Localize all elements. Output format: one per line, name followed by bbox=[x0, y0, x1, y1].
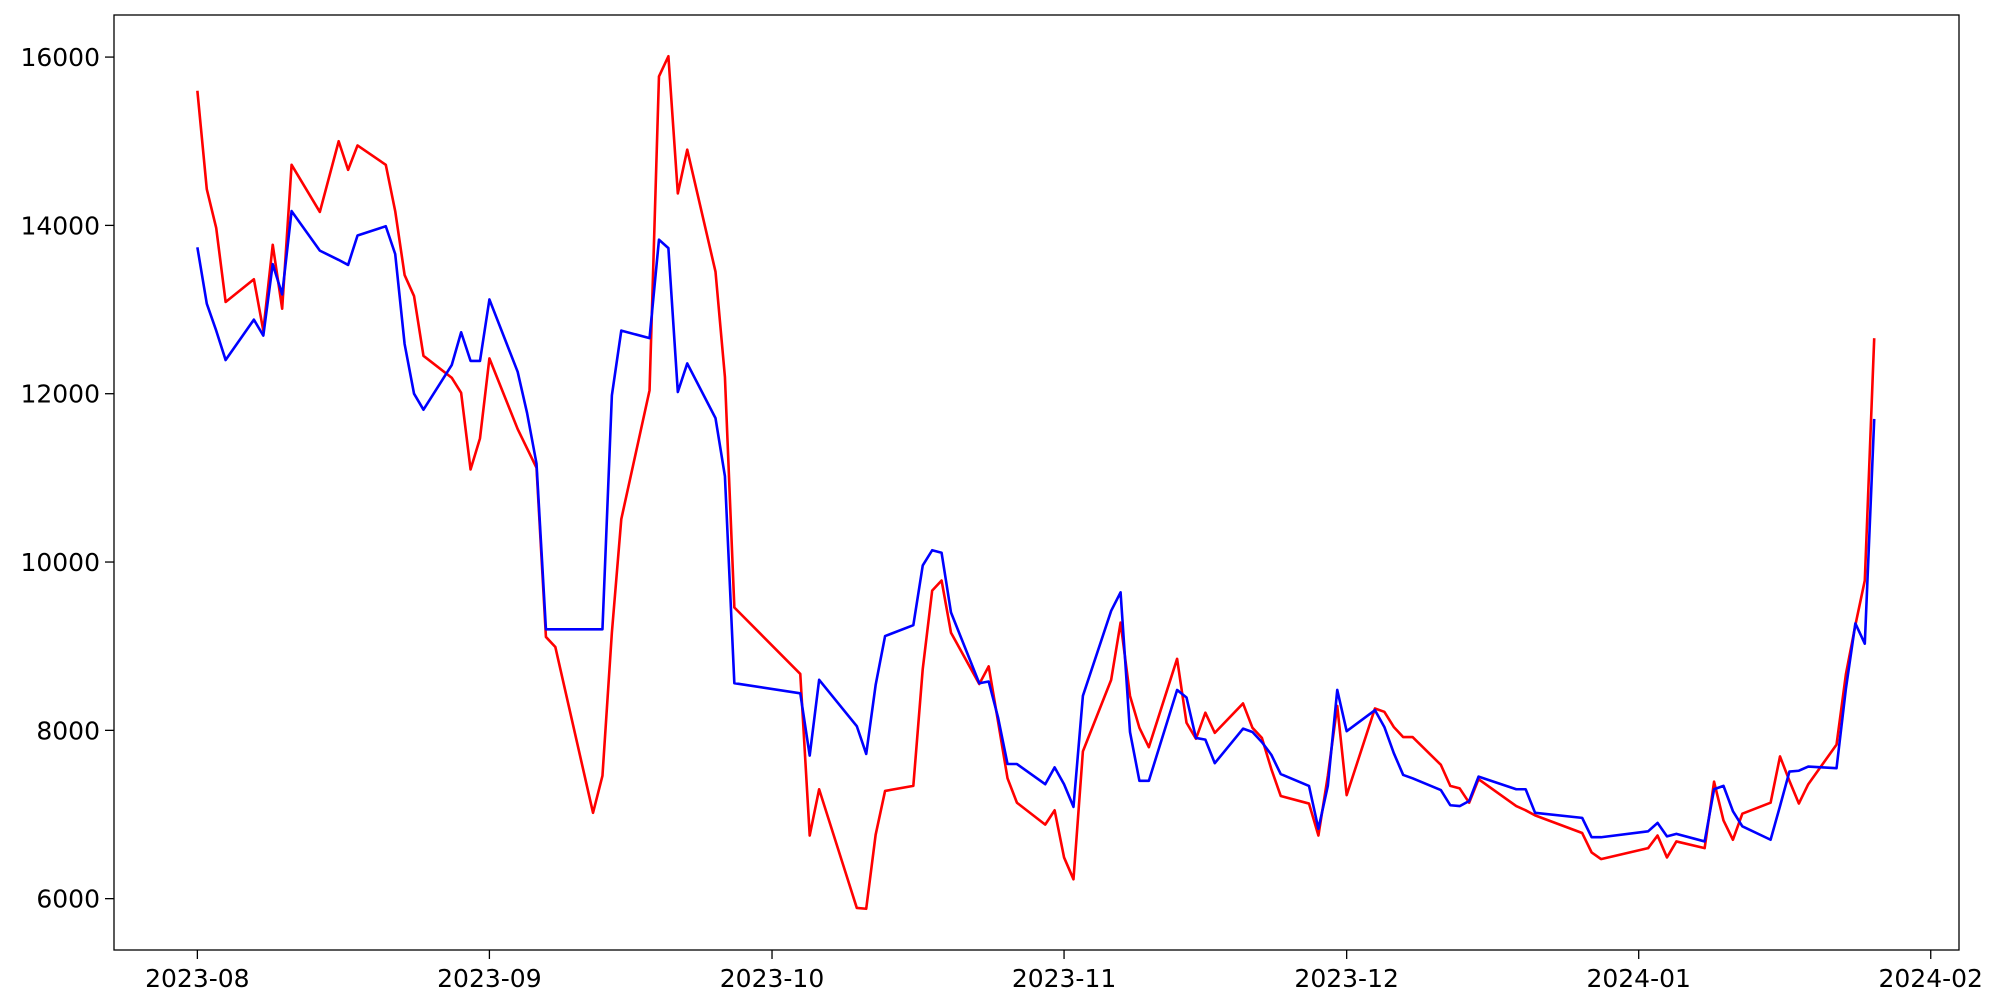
data-line bbox=[196, 209, 1876, 843]
x-tick-label: 2023-09 bbox=[437, 964, 541, 993]
y-tick-label: 12000 bbox=[20, 380, 100, 409]
y-tick-label: 10000 bbox=[20, 548, 100, 577]
data-line bbox=[196, 54, 1876, 911]
x-tick-label: 2023-11 bbox=[1012, 964, 1116, 993]
x-tick-label: 2024-02 bbox=[1879, 964, 1983, 993]
plot-frame bbox=[113, 14, 1960, 951]
x-tick-label: 2024-01 bbox=[1586, 964, 1690, 993]
y-tick-label: 16000 bbox=[20, 43, 100, 72]
y-tick-label: 14000 bbox=[20, 211, 100, 240]
x-tick-label: 2023-12 bbox=[1294, 964, 1398, 993]
y-tick-label: 6000 bbox=[36, 885, 100, 914]
x-tick-label: 2023-08 bbox=[145, 964, 249, 993]
x-tick-label: 2023-10 bbox=[720, 964, 824, 993]
y-tick-label: 8000 bbox=[36, 716, 100, 745]
